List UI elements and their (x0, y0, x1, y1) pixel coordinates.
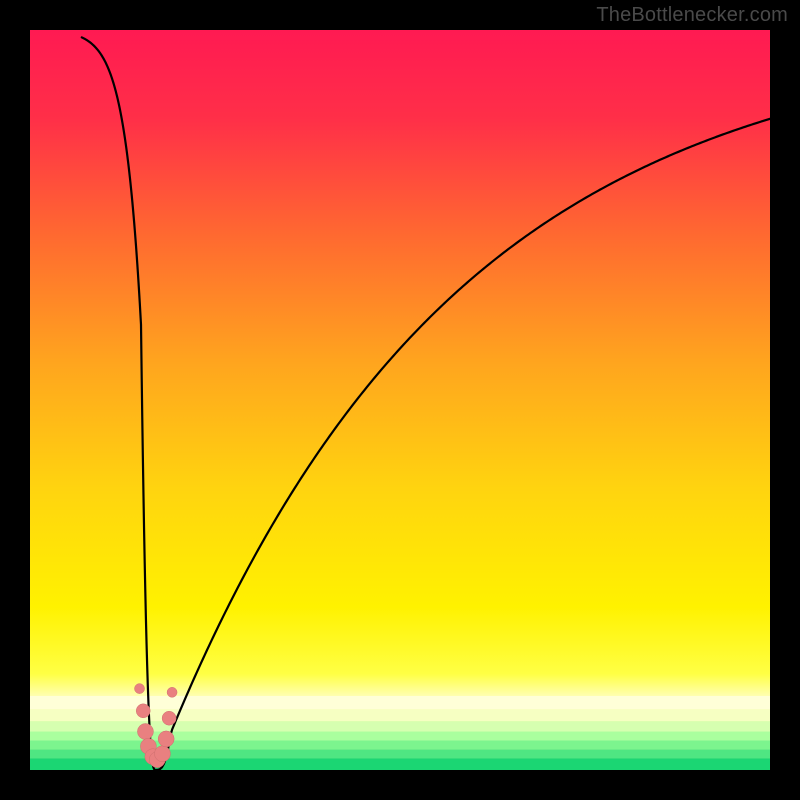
marker-dot (154, 746, 170, 762)
plot-area (30, 30, 770, 770)
figure-root: TheBottlenecker.com (0, 0, 800, 800)
watermark-text: TheBottlenecker.com (596, 4, 788, 27)
marker-dot (136, 704, 150, 718)
marker-dot (162, 711, 176, 725)
curve-layer (30, 30, 770, 770)
marker-dot (137, 724, 153, 740)
marker-dot (158, 731, 174, 747)
marker-dot (167, 687, 177, 697)
bottleneck-curve (82, 37, 770, 770)
marker-group (135, 684, 178, 768)
marker-dot (135, 684, 145, 694)
